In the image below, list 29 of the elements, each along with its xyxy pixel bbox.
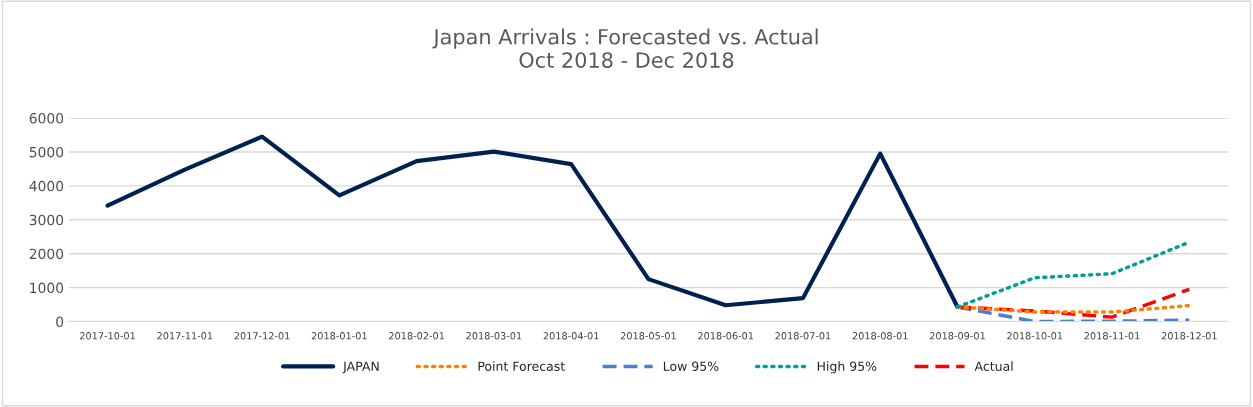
y-tick-label: 2000: [29, 248, 64, 260]
x-tick-label: 2018-01-01: [311, 332, 367, 340]
chart-title: Japan Arrivals : Forecasted vs. Actual Oct 2018 - Dec 2018: [432, 28, 818, 68]
x-tick-label: 2018-02-01: [389, 332, 444, 340]
x-tick-label: 2018-10-01: [1007, 332, 1063, 340]
x-tick-label: 2018-08-01: [852, 332, 908, 340]
y-tick-label: 0: [56, 316, 64, 327]
y-tick-label: 5000: [29, 146, 64, 158]
y-tick-label: 6000: [29, 113, 64, 124]
legend-label: Actual: [974, 361, 1013, 371]
x-tick-label: 2018-09-01: [929, 332, 985, 340]
x-tick-label: 2018-11-01: [1084, 332, 1140, 340]
y-tick-label: 4000: [29, 180, 64, 192]
x-tick-label: 2018-06-01: [698, 332, 754, 340]
x-tick-label: 2017-10-01: [80, 332, 135, 340]
y-tick-label: 1000: [30, 282, 64, 294]
x-tick-label: 2018-03-01: [466, 332, 522, 340]
y-tick-label: 3000: [29, 214, 64, 226]
x-tick-label: 2017-11-01: [157, 332, 213, 340]
x-tick-label: 2018-07-01: [775, 332, 831, 340]
x-tick-label: 2018-04-01: [543, 332, 599, 340]
line-series: [105, 134, 960, 310]
x-tick-label: 2018-05-01: [620, 332, 676, 340]
legend-label: High 95%: [817, 361, 877, 374]
x-tick-label: 2017-12-01: [234, 332, 290, 340]
x-tick-label: 2018-12-01: [1161, 332, 1217, 340]
legend-label: Point Forecast: [478, 361, 565, 371]
legend-label: Low 95%: [663, 361, 719, 371]
legend-label: JAPAN: [342, 361, 379, 374]
